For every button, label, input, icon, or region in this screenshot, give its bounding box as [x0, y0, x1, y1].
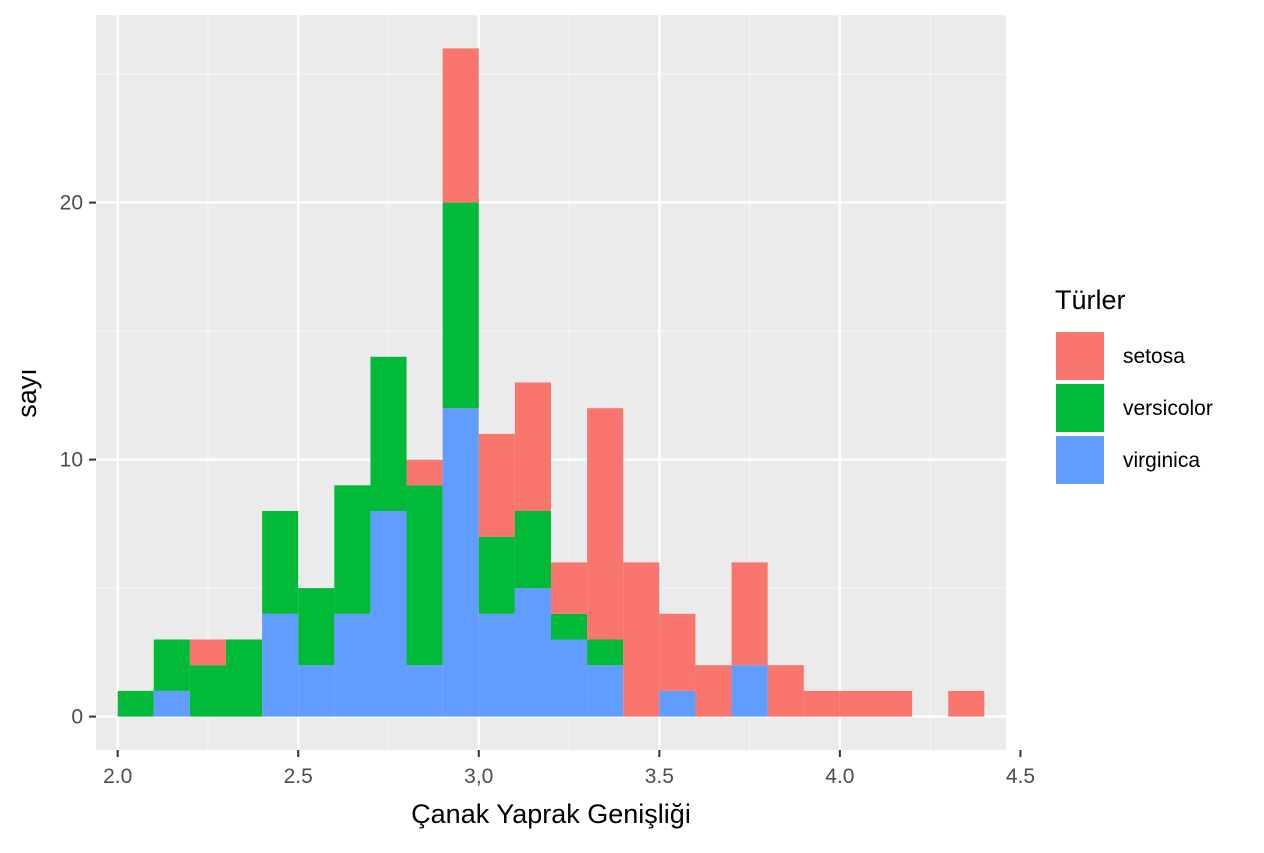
bar-virginica: [262, 613, 299, 717]
y-tick-label: 0: [71, 706, 83, 729]
bar-setosa: [406, 459, 443, 486]
bar-setosa: [803, 690, 840, 717]
bar-versicolor: [262, 510, 299, 614]
bar-setosa: [767, 665, 804, 717]
x-tick-label: 3.5: [645, 765, 674, 788]
bar-setosa: [514, 382, 551, 511]
bar-virginica: [334, 613, 371, 717]
bar-virginica: [406, 665, 443, 717]
x-axis: 2.0 2.5 3,0 3.5 4.0 4.5: [103, 750, 1035, 788]
legend-key-setosa: [1056, 332, 1104, 380]
x-tick-label: 3,0: [464, 765, 493, 788]
bar-virginica: [478, 613, 515, 717]
bar-versicolor: [587, 639, 624, 666]
legend-key-versicolor: [1056, 384, 1104, 432]
bar-versicolor: [117, 690, 154, 717]
y-axis: 0 10 20: [60, 192, 96, 729]
histogram-bars: [117, 48, 985, 717]
bar-versicolor: [442, 202, 479, 409]
bar-setosa: [551, 562, 588, 614]
bar-virginica: [298, 665, 335, 717]
bar-virginica: [153, 690, 190, 717]
bar-setosa: [189, 639, 226, 666]
bar-virginica: [587, 665, 624, 717]
y-axis-title: sayı: [12, 368, 42, 418]
bar-setosa: [876, 690, 913, 717]
bar-virginica: [370, 510, 407, 717]
bar-setosa: [442, 48, 479, 203]
bar-versicolor: [514, 510, 551, 589]
bar-virginica: [442, 408, 479, 717]
bar-setosa: [731, 562, 768, 666]
legend-title: Türler: [1055, 285, 1126, 315]
bar-versicolor: [153, 639, 190, 691]
x-tick-label: 4.5: [1006, 765, 1035, 788]
bar-setosa: [695, 665, 732, 717]
bar-versicolor: [334, 485, 371, 614]
bar-setosa: [623, 562, 660, 717]
bar-virginica: [514, 588, 551, 717]
legend-key-virginica: [1056, 436, 1104, 484]
y-tick-label: 20: [60, 192, 83, 215]
bar-versicolor: [478, 536, 515, 614]
legend-label-setosa: setosa: [1123, 345, 1185, 368]
bar-setosa: [948, 690, 985, 717]
bar-versicolor: [406, 485, 443, 666]
bar-virginica: [659, 690, 696, 717]
bar-versicolor: [551, 613, 588, 640]
bar-virginica: [551, 639, 588, 717]
y-tick-label: 10: [60, 449, 83, 472]
bar-setosa: [478, 433, 515, 537]
legend-items: setosa versicolor virginica: [1056, 332, 1213, 484]
bar-versicolor: [298, 588, 335, 666]
bar-setosa: [659, 613, 696, 691]
bar-versicolor: [370, 356, 407, 511]
legend-label-virginica: virginica: [1123, 449, 1200, 472]
x-axis-title: Çanak Yaprak Genişliği: [411, 799, 691, 829]
x-tick-label: 2.0: [103, 765, 132, 788]
bar-setosa: [839, 690, 876, 717]
bar-virginica: [731, 665, 768, 717]
legend: Türler setosa versicolor virginica: [1055, 285, 1213, 484]
bar-versicolor: [189, 665, 226, 717]
bar-versicolor: [226, 639, 263, 717]
x-tick-label: 4.0: [825, 765, 854, 788]
bar-setosa: [587, 408, 624, 640]
legend-label-versicolor: versicolor: [1123, 397, 1213, 420]
x-tick-label: 2.5: [284, 765, 313, 788]
